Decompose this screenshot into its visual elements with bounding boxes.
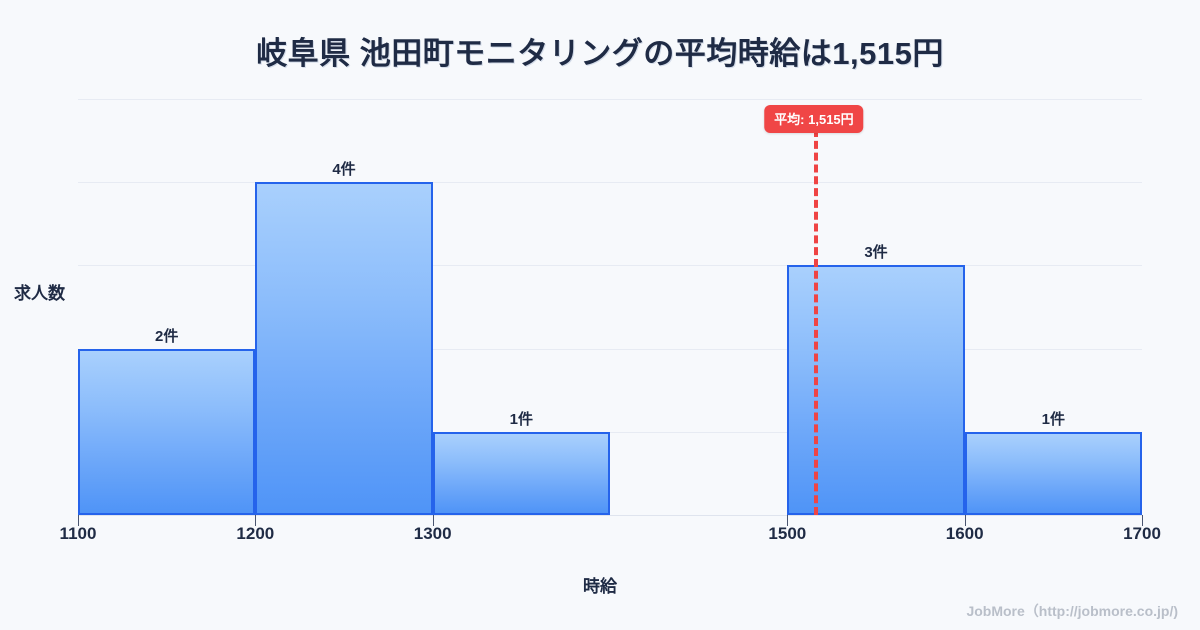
x-axis-tick-label: 1600 — [945, 524, 984, 543]
gridline — [78, 431, 1142, 433]
watermark: JobMore（http://jobmore.co.jp/) — [966, 603, 1178, 619]
x-axis-tick — [1142, 515, 1143, 526]
gridline — [78, 348, 1142, 350]
x-axis-tick-label: 1200 — [236, 524, 275, 543]
bar[interactable] — [78, 348, 256, 515]
x-axis-tick-label: 1700 — [1123, 524, 1161, 543]
x-axis-tick-label: 1300 — [413, 524, 452, 543]
page-title: 岐阜県 池田町モニタリングの平均時給は1,515円 — [256, 36, 944, 71]
x-axis-tick-label: 1100 — [59, 524, 97, 543]
bar[interactable] — [964, 431, 1142, 515]
y-axis-label: 求人数 — [14, 284, 65, 303]
x-axis-label: 時給 — [583, 577, 617, 596]
bar-value-label: 2件 — [154, 327, 179, 345]
x-axis-tick — [432, 515, 434, 526]
x-axis-tick — [255, 515, 257, 526]
bar-value-label: 1件 — [509, 410, 533, 428]
bar-value-label: 4件 — [332, 161, 356, 179]
average-line — [813, 129, 818, 515]
gridline — [78, 265, 1142, 267]
x-axis-tick — [964, 515, 966, 526]
axis-baseline — [78, 515, 1142, 516]
bar-value-label: 3件 — [864, 244, 888, 262]
gridline — [78, 182, 1142, 184]
x-axis-tick-label: 1500 — [768, 524, 807, 543]
x-axis-tick — [787, 515, 789, 526]
x-axis-tick — [78, 515, 79, 526]
bar[interactable] — [432, 431, 610, 515]
plot-area: 2件 4件 1件 3件 1件 — [78, 99, 1142, 516]
bar-value-label: 1件 — [1041, 410, 1065, 428]
bar[interactable] — [255, 182, 433, 515]
average-badge: 平均: 1,515円 — [764, 105, 864, 133]
gridline — [78, 99, 1142, 100]
